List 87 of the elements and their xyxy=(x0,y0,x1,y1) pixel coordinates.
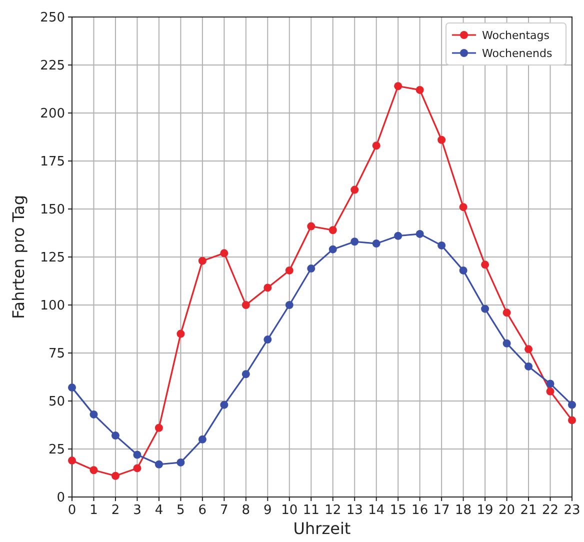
legend-label: Wochenends xyxy=(482,47,552,60)
point xyxy=(111,472,120,480)
y-tick-label: 200 xyxy=(40,106,65,122)
point xyxy=(154,460,163,468)
x-tick-label: 16 xyxy=(412,503,428,518)
point xyxy=(264,284,272,292)
x-tick-label: 18 xyxy=(455,503,472,518)
x-tick-label: 2 xyxy=(111,503,120,518)
point xyxy=(394,232,402,240)
point xyxy=(481,260,490,269)
point xyxy=(502,339,511,348)
point xyxy=(176,330,185,338)
point xyxy=(546,380,554,388)
x-tick-label: 9 xyxy=(264,503,272,518)
point xyxy=(459,203,468,212)
point xyxy=(459,266,468,274)
point xyxy=(133,464,142,472)
x-tick-label: 3 xyxy=(133,503,142,518)
point xyxy=(438,241,446,250)
y-axis-title: Fahrten pro Tag xyxy=(9,195,28,319)
point xyxy=(568,416,576,424)
y-tick-label: 225 xyxy=(40,58,65,74)
point xyxy=(438,136,446,144)
x-tick-label: 12 xyxy=(324,503,342,518)
point xyxy=(242,301,250,309)
point xyxy=(68,456,76,465)
point xyxy=(307,264,316,273)
point xyxy=(154,424,163,432)
x-tick-label: 11 xyxy=(302,503,320,518)
x-tick-label: 4 xyxy=(154,503,164,518)
point xyxy=(394,82,402,90)
y-tick-label: 0 xyxy=(56,490,65,506)
point xyxy=(524,362,533,370)
x-tick-label: 6 xyxy=(198,503,207,518)
point xyxy=(220,400,228,409)
point xyxy=(90,410,98,418)
point xyxy=(568,400,576,409)
y-tick-label: 75 xyxy=(48,346,65,362)
x-tick-label: 22 xyxy=(542,503,559,518)
y-tick-label: 175 xyxy=(40,154,65,170)
x-tick-label: 14 xyxy=(368,503,385,518)
point xyxy=(198,256,206,265)
point xyxy=(481,304,490,313)
x-tick-label: 19 xyxy=(476,503,494,518)
x-tick-label: 23 xyxy=(564,503,580,518)
x-tick-label: 0 xyxy=(68,503,76,518)
x-axis-title: Uhrzeit xyxy=(293,519,351,538)
point xyxy=(546,387,554,396)
x-tick-label: 15 xyxy=(390,503,406,518)
point xyxy=(111,432,120,440)
point xyxy=(328,226,337,234)
x-tick-label: 17 xyxy=(433,503,450,518)
x-tick-label: 10 xyxy=(281,503,298,518)
point xyxy=(416,230,424,238)
point xyxy=(220,249,228,258)
point xyxy=(198,435,206,444)
x-tick-label: 13 xyxy=(346,503,363,518)
point xyxy=(372,240,380,248)
point xyxy=(285,301,294,309)
x-tick-label: 8 xyxy=(242,503,250,518)
point xyxy=(502,308,511,317)
y-tick-label: 250 xyxy=(40,10,65,26)
x-tick-label: 1 xyxy=(90,503,98,518)
point xyxy=(524,345,533,354)
point xyxy=(372,142,380,150)
point xyxy=(350,238,359,246)
point xyxy=(285,266,294,274)
point xyxy=(133,450,142,459)
legend-label: Wochentags xyxy=(482,29,550,42)
point xyxy=(68,384,76,392)
point xyxy=(176,458,185,466)
x-tick-label: 21 xyxy=(520,503,537,518)
y-tick-label: 100 xyxy=(40,298,65,314)
y-tick-label: 125 xyxy=(40,250,65,266)
point xyxy=(242,370,250,378)
point xyxy=(264,336,272,344)
point xyxy=(328,245,337,254)
y-tick-label: 150 xyxy=(40,202,65,218)
point xyxy=(90,466,98,474)
point xyxy=(307,222,316,230)
point xyxy=(416,86,424,94)
point xyxy=(350,186,359,194)
x-tick-label: 5 xyxy=(176,503,185,518)
y-tick-label: 25 xyxy=(48,442,65,458)
y-tick-label: 50 xyxy=(48,394,65,410)
x-tick-label: 7 xyxy=(220,503,228,518)
x-tick-label: 20 xyxy=(498,503,516,518)
